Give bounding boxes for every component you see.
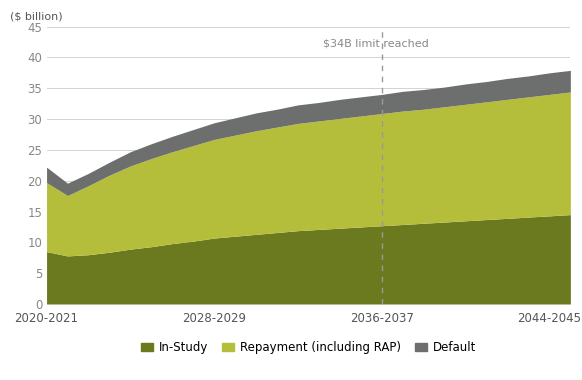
Text: ($ billion): ($ billion) [10,11,62,21]
Text: $34B limit reached: $34B limit reached [322,39,428,49]
Legend: In-Study, Repayment (including RAP), Default: In-Study, Repayment (including RAP), Def… [136,337,481,359]
